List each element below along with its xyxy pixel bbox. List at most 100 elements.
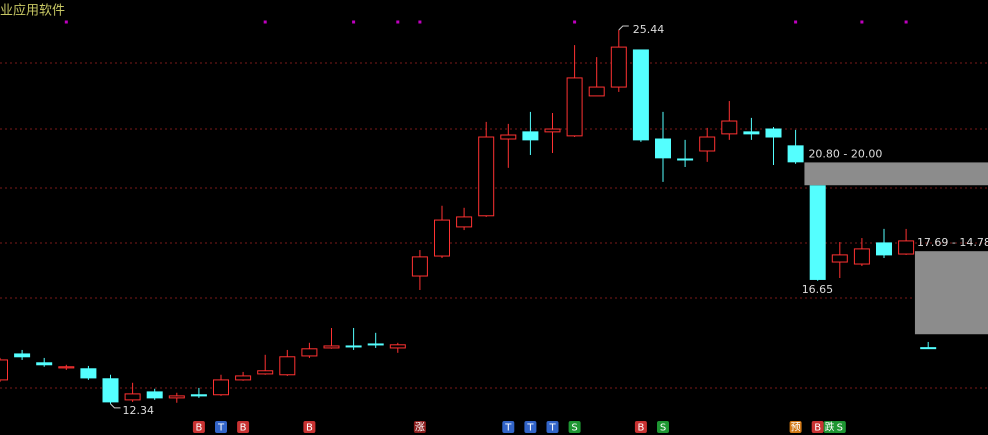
top-marker (263, 20, 267, 24)
candle-body (787, 145, 804, 163)
signal-badge (833, 421, 846, 433)
candle (323, 327, 340, 349)
candle-body (36, 362, 53, 366)
candle (456, 207, 473, 231)
chart-title: 业应用软件 (0, 3, 65, 19)
signal-badge (303, 421, 316, 433)
candle-body (279, 356, 296, 376)
candle (809, 185, 826, 281)
candle (522, 111, 539, 155)
signal-badge (502, 421, 515, 433)
top-marker (860, 20, 864, 24)
signal-label: S (571, 423, 577, 434)
candle-body (14, 353, 31, 358)
top-marker (418, 20, 422, 24)
candle (787, 129, 804, 164)
candle (257, 354, 274, 375)
zone-label: 17.69 - 14.78 (917, 236, 988, 249)
top-marker (352, 20, 356, 24)
candle-body (257, 370, 274, 375)
candle-body (102, 378, 119, 403)
candle (632, 49, 649, 142)
signal-badge (413, 421, 426, 433)
candle (588, 57, 605, 97)
candle-body (58, 366, 75, 369)
candle-body (0, 359, 8, 381)
signal-badge (237, 421, 250, 433)
candle-body (168, 395, 185, 399)
candle (389, 342, 406, 353)
candle (0, 357, 8, 382)
candle (14, 349, 31, 360)
signal-badge (215, 421, 227, 433)
price-annotation: 16.65 (802, 283, 834, 296)
signal-badge (192, 421, 205, 433)
signal-label: T (548, 423, 556, 434)
candle (765, 127, 782, 165)
candle-body (80, 368, 97, 379)
top-marker (64, 20, 68, 24)
candle-body (235, 375, 252, 381)
candle (721, 101, 738, 140)
candle (831, 242, 848, 279)
signal-badge (811, 421, 824, 433)
candle-body (345, 345, 362, 348)
top-marker (396, 20, 400, 24)
candle-body (544, 128, 561, 133)
candle-body (898, 240, 915, 255)
candle-body (500, 134, 517, 140)
candle-body (721, 120, 738, 135)
candle-body (876, 242, 892, 256)
candle-body (765, 128, 782, 138)
signal-badge (524, 421, 537, 433)
candle (279, 349, 296, 376)
signal-badge (546, 421, 559, 433)
signal-badge (823, 421, 836, 433)
signal-badge (634, 421, 647, 433)
candle-body (411, 256, 428, 277)
price-annotation: 12.34 (123, 404, 155, 417)
candle (190, 387, 207, 398)
candle-body (434, 219, 450, 257)
candle (544, 113, 561, 153)
annotation-leader (618, 25, 629, 31)
signal-label: S (660, 423, 666, 434)
signal-label: T (526, 423, 534, 434)
candle (213, 374, 229, 396)
candle-body (389, 344, 406, 349)
price-annotation: 25.44 (633, 23, 665, 36)
signal-badge (568, 421, 581, 433)
candle (146, 388, 163, 400)
candle (124, 382, 141, 402)
signal-label: B (306, 423, 313, 434)
candle (920, 341, 937, 350)
candle-body (323, 345, 340, 349)
candle-body (677, 158, 694, 161)
candle-body (809, 185, 826, 280)
signal-label: B (195, 423, 202, 434)
candle (610, 29, 627, 92)
signal-badge (789, 421, 802, 433)
candle-body (610, 46, 627, 88)
candle (434, 205, 450, 259)
candle-body (920, 347, 937, 350)
candle (235, 371, 252, 381)
candle (853, 238, 870, 267)
price-zone (914, 251, 988, 335)
candle-body (522, 131, 539, 141)
signal-label: T (504, 423, 512, 434)
candle-body (301, 348, 318, 357)
candle (876, 228, 892, 259)
top-marker (573, 20, 577, 24)
candle (58, 364, 75, 370)
candle-body (456, 216, 473, 228)
price-zone (804, 162, 988, 186)
candle-body (190, 394, 207, 397)
signal-label: B (637, 423, 644, 434)
candle (80, 365, 97, 380)
candle-body (213, 379, 229, 396)
candle (743, 117, 760, 140)
signal-label: 预 (791, 422, 801, 434)
zone-label: 20.80 - 20.00 (808, 147, 882, 160)
